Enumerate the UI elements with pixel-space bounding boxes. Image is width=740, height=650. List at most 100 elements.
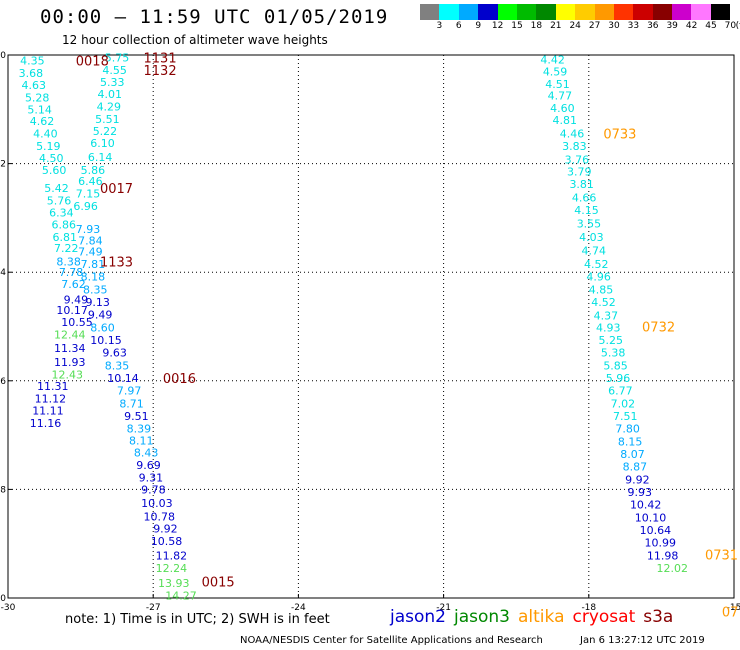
wave-height-label: 9.92 bbox=[625, 474, 650, 487]
pass-time-label: 1132 bbox=[144, 64, 177, 79]
wave-height-label: 8.35 bbox=[83, 284, 108, 297]
wave-height-label: 8.35 bbox=[105, 360, 130, 373]
wave-height-label: 9.49 bbox=[64, 293, 89, 306]
lat-tick-label: -38 bbox=[0, 485, 6, 495]
color-swatch bbox=[478, 4, 498, 20]
wave-height-label: 4.03 bbox=[579, 231, 604, 244]
lat-tick-label: -30 bbox=[0, 51, 6, 61]
color-scale-label: 42 bbox=[685, 21, 698, 31]
wave-height-label: 4.46 bbox=[560, 128, 585, 141]
wave-height-label: 9.51 bbox=[124, 410, 149, 423]
wave-height-label: 8.11 bbox=[129, 435, 154, 448]
color-scale-label: 15 bbox=[511, 21, 523, 31]
color-scale-label: 30 bbox=[608, 21, 620, 31]
wave-height-label: 10.14 bbox=[107, 372, 139, 385]
legend-item: altika bbox=[518, 607, 565, 627]
pass-time-label: 0017 bbox=[100, 182, 133, 197]
wave-height-label: 3.79 bbox=[567, 166, 592, 179]
lon-tick-label: -18 bbox=[581, 603, 596, 613]
wave-height-label: 11.93 bbox=[54, 356, 85, 369]
wave-height-label: 5.38 bbox=[601, 347, 626, 360]
pass-time-label: 0732 bbox=[642, 321, 675, 336]
map-title: 00:00 – 11:59 UTC 01/05/2019 bbox=[40, 6, 389, 28]
wave-height-label: 5.51 bbox=[95, 113, 120, 126]
wave-height-label: 12.44 bbox=[54, 329, 85, 342]
wave-height-label: 6.96 bbox=[73, 200, 98, 213]
wave-height-label: 10.17 bbox=[56, 304, 88, 317]
wave-height-label: 11.11 bbox=[32, 405, 64, 418]
pass-time-label: 0015 bbox=[202, 576, 235, 591]
pass-time-label: 0731 bbox=[705, 549, 738, 564]
color-scale-label: 33 bbox=[627, 21, 640, 31]
color-swatch bbox=[555, 4, 576, 20]
color-swatch bbox=[536, 4, 556, 20]
wave-height-label: 7.81 bbox=[81, 258, 106, 271]
wave-height-label: 4.63 bbox=[22, 79, 47, 92]
wave-height-label: 4.37 bbox=[594, 310, 619, 323]
lon-tick-label: -21 bbox=[436, 603, 451, 613]
color-swatch bbox=[613, 4, 634, 20]
color-scale-label: 70 bbox=[724, 21, 737, 31]
wave-height-label: 5.60 bbox=[42, 164, 67, 177]
wave-height-label: 4.52 bbox=[584, 258, 609, 271]
color-swatch bbox=[633, 4, 653, 20]
lon-tick-label: -30 bbox=[1, 603, 16, 613]
wave-height-label: 8.18 bbox=[81, 271, 106, 284]
wave-height-label: 10.03 bbox=[141, 497, 173, 510]
color-scale-label: 45 bbox=[705, 21, 717, 31]
wave-height-label: 4.74 bbox=[582, 244, 607, 257]
legend-item: cryosat bbox=[572, 607, 636, 627]
wave-height-label: 6.14 bbox=[88, 151, 113, 164]
color-scale-label: 24 bbox=[569, 21, 581, 31]
color-swatch bbox=[497, 4, 517, 20]
wave-height-label: 6.86 bbox=[52, 218, 76, 231]
wave-height-label: 4.50 bbox=[39, 152, 64, 165]
wave-height-label: 4.60 bbox=[550, 102, 575, 115]
color-swatch bbox=[710, 4, 731, 20]
color-scale-label: 21 bbox=[550, 21, 562, 31]
map-subtitle: 12 hour collection of altimeter wave hei… bbox=[62, 33, 328, 47]
wave-height-label: 11.34 bbox=[54, 342, 85, 355]
pass-time-label: 1131 bbox=[144, 52, 177, 67]
color-swatch bbox=[516, 4, 537, 20]
wave-height-label: 9.78 bbox=[141, 483, 166, 496]
color-scale-bar bbox=[420, 4, 731, 20]
lat-tick-label: -32 bbox=[0, 160, 6, 170]
wave-height-label: 4.85 bbox=[589, 284, 614, 297]
wave-height-label: 10.99 bbox=[644, 537, 676, 550]
wave-height-label: 8.38 bbox=[56, 255, 81, 268]
footer-note: note: 1) Time is in UTC; 2) SWH is in fe… bbox=[65, 612, 330, 627]
wave-height-label: 12.02 bbox=[657, 562, 689, 575]
wave-height-label: 9.63 bbox=[102, 347, 127, 360]
wave-height-label: 5.22 bbox=[93, 125, 118, 138]
credit-timestamp: Jan 6 13:27:12 UTC 2019 bbox=[580, 635, 705, 646]
wave-height-label: 6.81 bbox=[53, 231, 78, 244]
wave-height-label: 7.78 bbox=[59, 266, 84, 279]
wave-height-label: 11.98 bbox=[647, 550, 679, 563]
wave-height-label: 4.01 bbox=[98, 88, 123, 101]
wave-height-label: 9.69 bbox=[136, 459, 161, 472]
wave-height-label: 8.71 bbox=[119, 398, 144, 411]
wave-height-label: 7.93 bbox=[76, 223, 101, 236]
wave-height-label: 4.40 bbox=[33, 128, 58, 141]
wave-height-label: 14.27 bbox=[165, 589, 197, 602]
color-swatch bbox=[691, 4, 711, 20]
color-swatch bbox=[439, 4, 459, 20]
legend-item: s3a bbox=[643, 607, 674, 627]
color-scale-label: 3 bbox=[436, 21, 443, 31]
legend-item: jason3 bbox=[454, 607, 510, 627]
wave-height-label: 7.62 bbox=[61, 278, 86, 291]
pass-time-label: 0018 bbox=[76, 54, 109, 69]
wave-height-label: 4.93 bbox=[596, 322, 621, 335]
wave-height-label: 5.19 bbox=[36, 140, 61, 153]
wave-height-label: 3.83 bbox=[562, 140, 587, 153]
wave-height-label: 9.31 bbox=[139, 471, 164, 484]
wave-height-label: 5.75 bbox=[105, 52, 130, 65]
wave-height-label: 4.59 bbox=[543, 65, 568, 78]
color-swatch bbox=[652, 4, 673, 20]
wave-height-label: 8.15 bbox=[618, 436, 643, 449]
wave-height-label: 5.76 bbox=[47, 195, 72, 208]
wave-height-label: 4.96 bbox=[586, 271, 611, 284]
wave-height-label: 5.25 bbox=[598, 334, 623, 347]
